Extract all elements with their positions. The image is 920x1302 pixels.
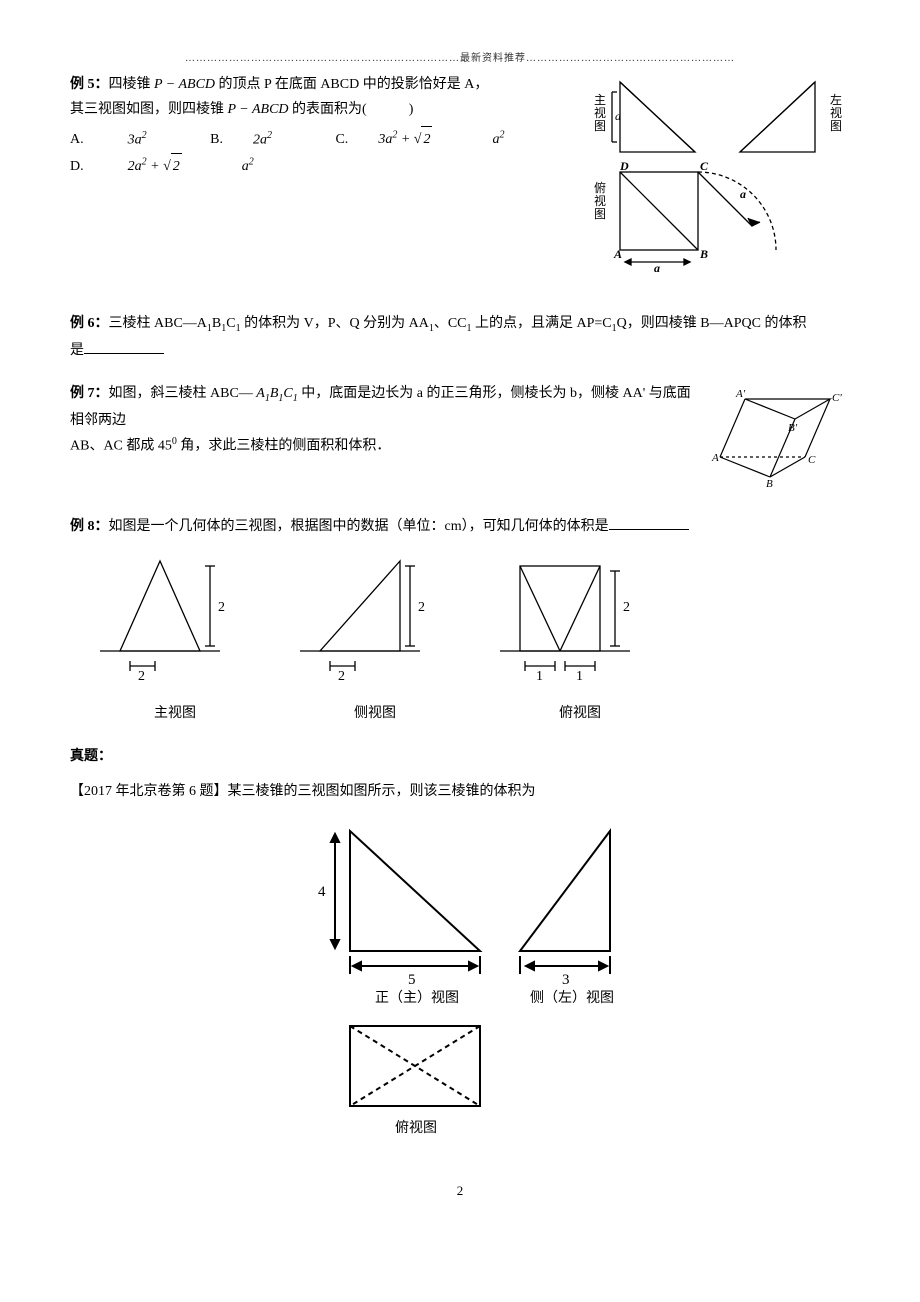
svg-text:A: A: [613, 247, 622, 261]
text: 上的点，且满足 AP=C: [472, 316, 612, 331]
svg-text:俯视图: 俯视图: [395, 1120, 437, 1136]
problem-7-label: 例 7：: [70, 386, 109, 401]
svg-text:B: B: [766, 478, 773, 487]
header-line: …………………………………………………………………最新资料推荐…………………………: [70, 50, 850, 68]
text: Q，则四棱锥 B—APQC 的体积: [617, 316, 807, 331]
text: C: [226, 316, 235, 331]
option-c: C. 3a2 + 2a2: [335, 126, 534, 152]
problem-7-figure: A B C A' B' C': [710, 387, 850, 496]
beijing-figure: 4 5 正（主）视图 3 侧（左）视图 俯视图: [70, 816, 850, 1155]
view-label: 侧视图: [300, 701, 450, 726]
svg-text:2: 2: [418, 600, 425, 615]
problem-8-label: 例 8：: [70, 519, 109, 534]
problem-5: 主视图 左视图 俯视图 a D C A B a a 例 5：四棱锥 P − AB…: [70, 72, 850, 281]
text: 如图，斜三棱柱 ABC—: [109, 386, 257, 401]
text: 其三视图如图，则四棱锥: [70, 102, 228, 117]
text: 某三棱锥的三视图如图所示，则该三棱锥的体积为: [228, 784, 536, 799]
text: 是: [70, 343, 84, 358]
svg-text:D: D: [619, 159, 629, 173]
svg-text:a: a: [654, 261, 660, 272]
option-a: A. 3a2: [70, 127, 177, 153]
problem-5-figure: 主视图 左视图 俯视图 a D C A B a a: [590, 72, 850, 281]
abc1: A1B1C1: [256, 386, 297, 401]
problem-5-label: 例 5：: [70, 77, 109, 92]
svg-text:俯视图: 俯视图: [594, 180, 606, 221]
text: 角，求此三棱柱的侧面积和体积．: [177, 439, 391, 454]
svg-text:左视图: 左视图: [830, 92, 842, 133]
answer-blank: [609, 515, 689, 530]
label: 主视图: [594, 93, 606, 133]
page-number: 2: [70, 1179, 850, 1202]
svg-text:侧（左）视图: 侧（左）视图: [530, 990, 614, 1006]
svg-text:2: 2: [338, 669, 345, 684]
svg-text:5: 5: [408, 972, 416, 988]
text: 的表面积为( ): [289, 102, 414, 117]
text: 如图是一个几何体的三视图，根据图中的数据（单位：cm），可知几何体的体积是: [109, 519, 609, 534]
svg-text:3: 3: [562, 972, 570, 988]
svg-text:C: C: [700, 159, 709, 173]
text: 四棱锥: [109, 77, 155, 92]
svg-text:a: a: [615, 109, 621, 123]
page: …………………………………………………………………最新资料推荐…………………………: [0, 0, 920, 1233]
text: AB、AC 都成 45: [70, 439, 172, 454]
svg-text:A': A': [735, 388, 746, 400]
view-side: 2 2 侧视图: [300, 556, 450, 726]
option-b: B. 2a2: [210, 127, 302, 153]
svg-text:C': C': [832, 392, 842, 404]
answer-blank: [84, 339, 164, 354]
pabcd: P − ABCD: [154, 77, 215, 92]
svg-text:2: 2: [623, 600, 630, 615]
svg-text:2: 2: [218, 600, 225, 615]
zhenti-heading: 真题：: [70, 744, 850, 769]
svg-text:a: a: [740, 187, 746, 201]
text: B: [212, 316, 221, 331]
svg-text:A: A: [711, 452, 719, 464]
problem-8-views: 2 2 主视图 2 2: [100, 556, 850, 726]
svg-text:B': B': [788, 422, 798, 434]
text: 三棱柱 ABC—A: [109, 316, 207, 331]
pabcd: P − ABCD: [228, 102, 289, 117]
svg-text:C: C: [808, 454, 816, 466]
problem-6-label: 例 6：: [70, 316, 109, 331]
beijing-tag: 【2017 年北京卷第 6 题】: [70, 784, 228, 799]
view-label: 俯视图: [500, 701, 660, 726]
svg-text:2: 2: [138, 669, 145, 684]
text: 的顶点 P 在底面 ABCD 中的投影恰好是 A，: [215, 77, 488, 92]
problem-8: 例 8：如图是一个几何体的三视图，根据图中的数据（单位：cm），可知几何体的体积…: [70, 514, 850, 726]
problem-7: A B C A' B' C' 例 7：如图，斜三棱柱 ABC— A1B1C1 中…: [70, 381, 850, 496]
text: 、CC: [434, 316, 467, 331]
svg-text:B: B: [699, 247, 708, 261]
problem-6: 例 6：三棱柱 ABC—A1B1C1 的体积为 V，P、Q 分别为 AA1、CC…: [70, 311, 850, 363]
svg-text:1: 1: [536, 669, 543, 684]
option-d: D. 2a2 + 2a2: [70, 153, 284, 179]
view-label: 主视图: [100, 701, 250, 726]
view-top: 2 1 1 俯视图: [500, 556, 660, 726]
svg-text:4: 4: [318, 884, 326, 900]
beijing-2017-q6: 【2017 年北京卷第 6 题】某三棱锥的三视图如图所示，则该三棱锥的体积为 4…: [70, 779, 850, 1155]
view-main: 2 2 主视图: [100, 556, 250, 726]
text: 的体积为 V，P、Q 分别为 AA: [241, 316, 429, 331]
svg-text:正（主）视图: 正（主）视图: [375, 990, 459, 1006]
svg-text:1: 1: [576, 669, 583, 684]
